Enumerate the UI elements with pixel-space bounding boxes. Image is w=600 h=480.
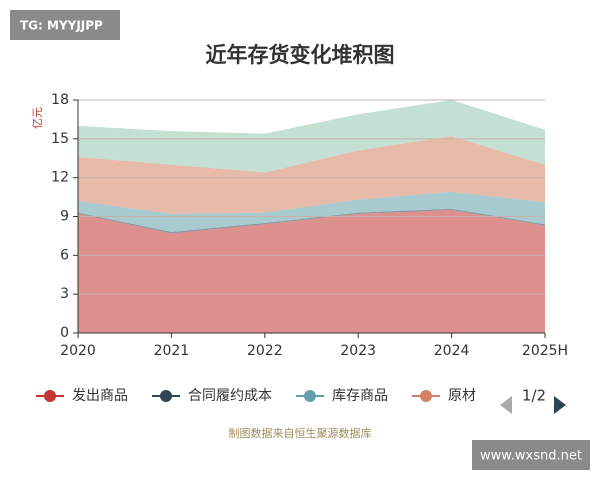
legend-pager: 1/2	[500, 387, 566, 414]
legend-label: 库存商品	[332, 388, 388, 404]
legend-label: 原材	[448, 388, 476, 404]
legend-marker	[44, 390, 56, 402]
chart-title: 近年存货变化堆积图	[206, 43, 395, 67]
x-tick-label: 2024	[434, 343, 470, 359]
x-tick-label: 2022	[247, 343, 283, 359]
legend-label: 发出商品	[72, 388, 128, 404]
site: www.wxsnd.net	[480, 449, 582, 464]
x-tick-label: 2021	[154, 343, 190, 359]
legend-marker	[420, 390, 432, 402]
watermark-box	[10, 10, 120, 40]
legend-page: 1/2	[522, 387, 546, 405]
x-tick-label: 2020	[60, 343, 96, 359]
y-tick-label: 3	[60, 286, 69, 302]
y-axis-label: 亿元	[31, 107, 44, 129]
legend-label: 合同履约成本	[188, 388, 272, 404]
x-tick-label: 2023	[340, 343, 376, 359]
legend-marker	[304, 390, 316, 402]
y-tick-label: 12	[51, 170, 69, 186]
y-tick-label: 9	[60, 209, 69, 225]
area	[78, 100, 545, 173]
x-tick-label: 2025H	[522, 343, 568, 359]
watermark: TG: MYYJJPP	[20, 19, 103, 33]
area	[78, 136, 545, 214]
legend-marker	[160, 390, 172, 402]
plot-area	[78, 100, 545, 333]
y-tick-label: 0	[60, 325, 69, 341]
y-tick-label: 15	[51, 131, 69, 147]
legend-prev[interactable]	[500, 396, 512, 414]
area	[78, 210, 545, 333]
legend-next[interactable]	[554, 396, 566, 414]
area	[78, 191, 545, 233]
source: 制图数据来自恒生聚源数据库	[229, 426, 372, 440]
site-box	[472, 440, 590, 470]
y-tick-label: 6	[60, 247, 69, 263]
y-tick-label: 18	[51, 92, 69, 108]
